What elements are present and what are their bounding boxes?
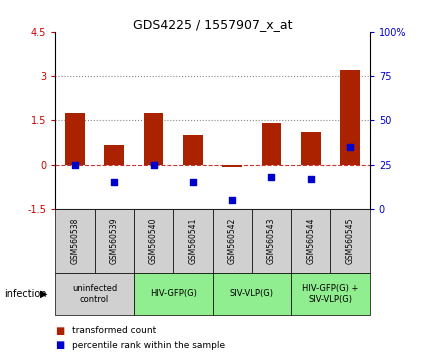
Bar [144,113,163,165]
Text: ▶: ▶ [40,289,48,299]
Point [71,162,78,167]
Point [268,174,275,180]
Point [111,179,118,185]
Text: SIV-VLP(G): SIV-VLP(G) [230,289,274,298]
Text: GSM560539: GSM560539 [110,217,119,264]
Text: uninfected
control: uninfected control [72,284,117,303]
Bar [301,132,320,165]
Bar [183,135,203,165]
Text: percentile rank within the sample: percentile rank within the sample [72,341,225,350]
Text: GSM560541: GSM560541 [188,217,197,264]
Text: HIV-GFP(G) +
SIV-VLP(G): HIV-GFP(G) + SIV-VLP(G) [302,284,359,303]
Text: GSM560542: GSM560542 [228,217,237,264]
Bar [262,123,281,165]
Point [229,197,235,203]
Text: HIV-GFP(G): HIV-GFP(G) [150,289,197,298]
Text: GDS4225 / 1557907_x_at: GDS4225 / 1557907_x_at [133,18,292,31]
Point [150,162,157,167]
Bar [65,113,85,165]
Text: GSM560538: GSM560538 [71,217,79,264]
Point [307,176,314,182]
Text: ■: ■ [55,326,65,336]
Text: ■: ■ [55,340,65,350]
Text: transformed count: transformed count [72,326,156,336]
Point [347,144,354,150]
Text: GSM560544: GSM560544 [306,217,315,264]
Bar [340,70,360,165]
Bar [105,145,124,165]
Text: GSM560540: GSM560540 [149,217,158,264]
Point [190,179,196,185]
Text: infection: infection [4,289,47,299]
Text: GSM560543: GSM560543 [267,217,276,264]
Text: GSM560545: GSM560545 [346,217,354,264]
Bar [222,165,242,167]
